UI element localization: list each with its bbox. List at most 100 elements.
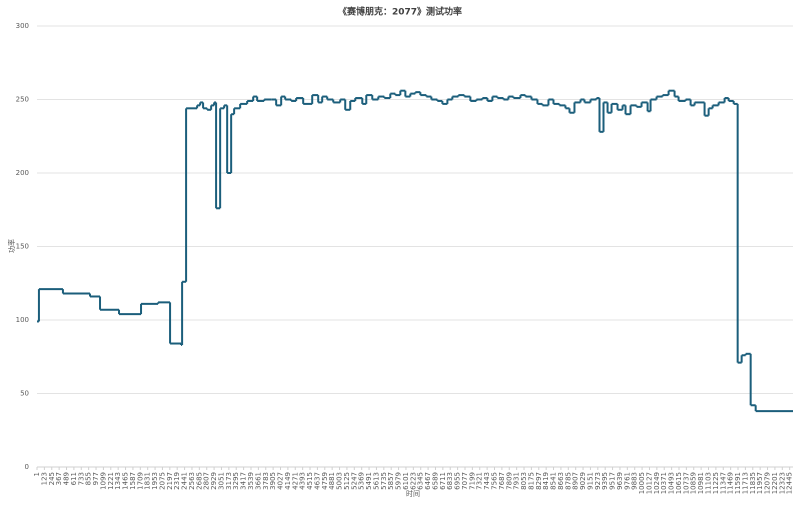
x-tick-label: 5003 (336, 472, 344, 490)
x-tick-label: 9151 (586, 472, 594, 490)
x-tick-label: 11713 (741, 472, 749, 494)
y-tick-label: 100 (16, 316, 29, 324)
x-tick-label: 3661 (254, 472, 262, 490)
x-tick-label: 11591 (734, 472, 742, 494)
x-tick-label: 4393 (299, 472, 307, 490)
x-tick-label: 1343 (114, 472, 122, 490)
x-tick-label: 10615 (675, 472, 683, 494)
x-tick-label: 3173 (225, 472, 233, 490)
x-tick-label: 6955 (454, 472, 462, 490)
x-tick-label: 1587 (129, 472, 137, 490)
x-tick-label: 2441 (181, 472, 189, 490)
x-tick-label: 1221 (107, 472, 115, 490)
x-tick-label: 2807 (203, 472, 211, 490)
x-tick-label: 4637 (313, 472, 321, 490)
x-tick-label: 7077 (461, 472, 469, 490)
x-tick-label: 123 (40, 472, 48, 485)
y-tick-label: 250 (16, 96, 29, 104)
x-tick-label: 5613 (372, 472, 380, 490)
x-tick-label: 6345 (417, 472, 425, 490)
x-tick-label: 2685 (195, 472, 203, 490)
x-tick-label: 11103 (705, 472, 713, 494)
x-tick-label: 1099 (99, 472, 107, 490)
x-tick-label: 5857 (387, 472, 395, 490)
x-tick-label: 6467 (424, 472, 432, 490)
x-tick-label: 8785 (564, 472, 572, 490)
x-tick-label: 10371 (660, 472, 668, 494)
x-tick-label: 8663 (557, 472, 565, 490)
x-tick-label: 1953 (151, 472, 159, 490)
x-tick-label: 3905 (269, 472, 277, 490)
x-tick-label: 2319 (173, 472, 181, 490)
x-tick-label: 9639 (616, 472, 624, 490)
x-tick-label: 4881 (328, 472, 336, 490)
x-tick-label: 4759 (321, 472, 329, 490)
x-tick-label: 1 (33, 472, 41, 476)
x-tick-label: 8175 (527, 472, 535, 490)
x-tick-label: 5247 (350, 472, 358, 490)
x-tick-label: 7199 (468, 472, 476, 490)
x-tick-label: 2197 (166, 472, 174, 490)
x-tick-label: 12079 (764, 472, 772, 494)
x-tick-label: 2929 (210, 472, 218, 490)
x-tick-label: 3417 (240, 472, 248, 490)
x-tick-label: 4149 (284, 472, 292, 490)
y-tick-label: 50 (20, 390, 29, 398)
x-tick-label: 8053 (520, 472, 528, 490)
x-tick-label: 7931 (513, 472, 521, 490)
x-tick-label: 5979 (395, 472, 403, 490)
x-tick-label: 7687 (498, 472, 506, 490)
x-tick-label: 11469 (727, 472, 735, 494)
x-tick-label: 3051 (217, 472, 225, 490)
x-tick-label: 10005 (638, 472, 646, 494)
x-tick-label: 11957 (756, 472, 764, 494)
x-tick-label: 7809 (505, 472, 513, 490)
y-tick-label: 150 (16, 243, 29, 251)
x-tick-label: 11225 (712, 472, 720, 494)
x-tick-label: 12445 (786, 472, 794, 494)
x-tick-label: 9883 (631, 472, 639, 490)
chart-title: 《赛博朋克：2077》测试功率 (338, 6, 462, 18)
y-tick-label: 200 (16, 169, 29, 177)
x-tick-label: 6711 (439, 472, 447, 490)
x-tick-label: 2563 (188, 472, 196, 490)
x-tick-label: 2075 (158, 472, 166, 490)
x-tick-label: 7443 (483, 472, 491, 490)
x-tick-label: 9395 (601, 472, 609, 490)
x-tick-label: 11347 (719, 472, 727, 494)
x-tick-label: 10737 (682, 472, 690, 494)
x-tick-label: 12201 (771, 472, 779, 494)
x-tick-label: 10859 (690, 472, 698, 494)
x-tick-label: 489 (63, 472, 71, 485)
x-tick-label: 611 (70, 472, 78, 485)
x-tick-label: 3295 (232, 472, 240, 490)
x-tick-label: 733 (77, 472, 85, 485)
x-tick-label: 9517 (609, 472, 617, 490)
x-tick-label: 10127 (645, 472, 653, 494)
x-tick-label: 6101 (402, 472, 410, 490)
x-axis-label: 时间 (406, 489, 420, 498)
x-tick-label: 977 (92, 472, 100, 485)
x-tick-label: 9029 (579, 472, 587, 490)
x-tick-label: 3539 (247, 472, 255, 490)
x-tick-label: 1831 (144, 472, 152, 490)
x-tick-label: 5735 (380, 472, 388, 490)
y-tick-label: 300 (16, 22, 29, 30)
x-tick-label: 8297 (535, 472, 543, 490)
x-tick-label: 1465 (122, 472, 130, 490)
x-tick-label: 5125 (343, 472, 351, 490)
x-tick-label: 8541 (550, 472, 558, 490)
x-tick-label: 855 (85, 472, 93, 485)
x-tick-label: 6833 (446, 472, 454, 490)
x-tick-label: 10981 (697, 472, 705, 494)
x-tick-label: 9273 (594, 472, 602, 490)
x-tick-label: 8419 (542, 472, 550, 490)
x-tick-label: 7321 (476, 472, 484, 490)
y-tick-label: 0 (25, 463, 29, 471)
x-tick-label: 9761 (623, 472, 631, 490)
x-tick-label: 367 (55, 472, 63, 485)
x-tick-label: 10493 (668, 472, 676, 494)
x-tick-label: 6223 (409, 472, 417, 490)
x-tick-label: 11835 (749, 472, 757, 494)
x-tick-label: 4515 (306, 472, 314, 490)
